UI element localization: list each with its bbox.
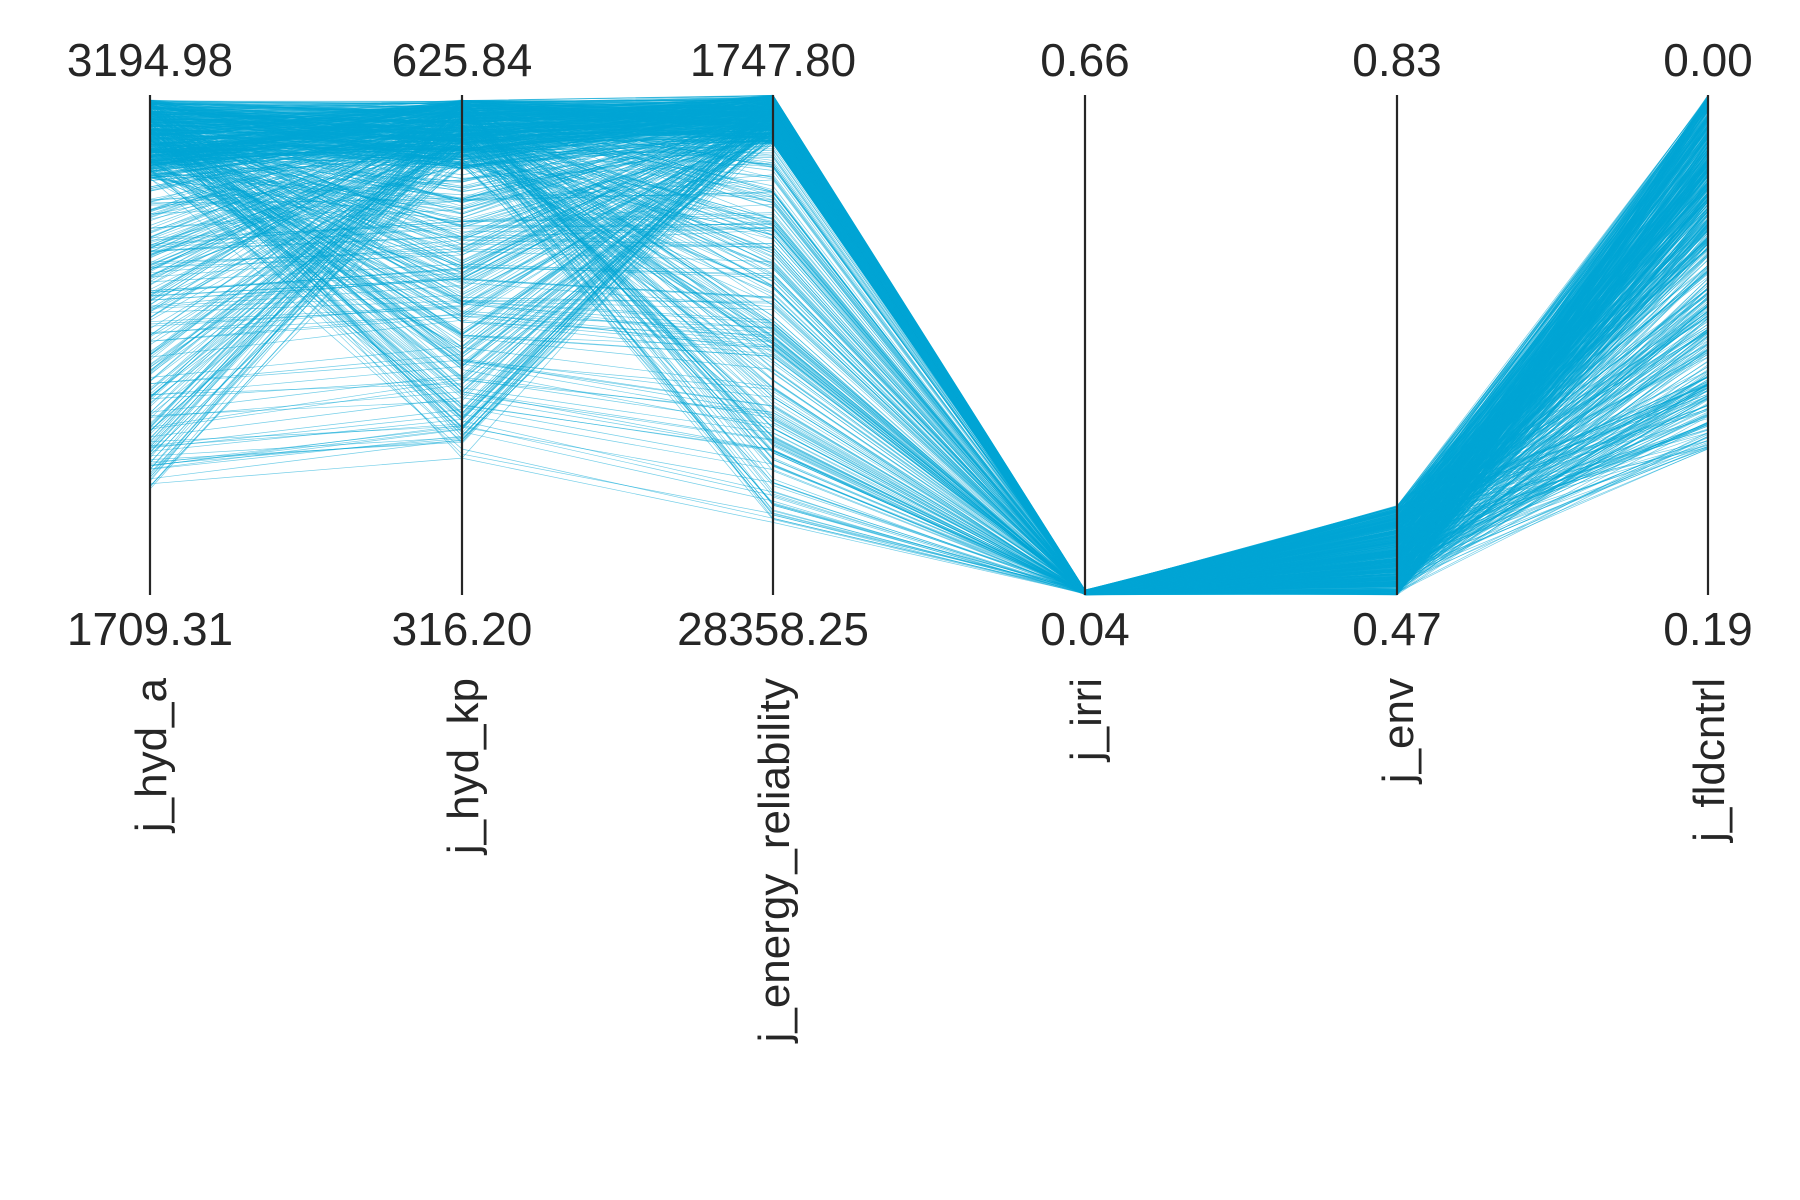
series-line [149,144,1709,591]
axis-top-label-j-hyd-a: 3194.98 [67,34,233,86]
axis-bottom-label-j-fldcntrl: 0.19 [1663,603,1753,655]
series-line [149,116,1709,595]
series-line [149,101,1709,594]
axis-name-j-irri: j_irri [1062,678,1111,763]
series-line [149,103,1709,596]
series-line [149,124,1709,594]
series-lines [149,94,1709,596]
series-line [149,107,1709,591]
series-line [149,145,1709,593]
series-line [149,108,1709,592]
series-line [149,148,1709,592]
series-line [149,100,1709,591]
series-line [149,278,1709,594]
series-line [149,99,1709,592]
series-line [149,104,1709,592]
axis-name-j-energy-reliability: j_energy_reliability [750,678,799,1044]
axis-name-j-hyd-kp: j_hyd_kp [439,678,488,856]
axis-bottom-label-j-env: 0.47 [1352,603,1442,655]
series-line [149,127,1709,592]
axes: 3194.98 625.84 1747.80 0.66 0.83 0.00 17… [67,34,1753,1044]
series-line [149,99,1709,594]
axis-top-label-j-hyd-kp: 625.84 [392,34,533,86]
axis-top-label-j-fldcntrl: 0.00 [1663,34,1753,86]
axis-bottom-label-j-irri: 0.04 [1040,603,1130,655]
axis-bottom-label-j-hyd-kp: 316.20 [392,603,533,655]
series-line [149,166,1709,594]
axis-top-label-j-env: 0.83 [1352,34,1442,86]
series-line [149,100,1709,594]
series-line [149,110,1709,594]
axis-name-j-env: j_env [1374,678,1423,785]
series-line [149,141,1709,591]
axis-bottom-label-j-hyd-a: 1709.31 [67,603,233,655]
axis-name-j-fldcntrl: j_fldcntrl [1685,678,1734,844]
series-line [149,118,1709,592]
series-line [149,115,1709,594]
series-line [149,107,1709,596]
axis-top-label-j-energy-reliability: 1747.80 [690,34,856,86]
axis-bottom-label-j-energy-reliability: 28358.25 [677,603,869,655]
series-line [149,115,1709,593]
axis-top-label-j-irri: 0.66 [1040,34,1130,86]
series-line [149,103,1709,596]
series-line [149,106,1709,596]
series-line [149,104,1709,591]
series-line [149,128,1709,592]
series-line [149,113,1709,592]
series-line [149,424,1709,593]
axis-name-j-hyd-a: j_hyd_a [127,677,176,834]
series-line [149,115,1709,596]
